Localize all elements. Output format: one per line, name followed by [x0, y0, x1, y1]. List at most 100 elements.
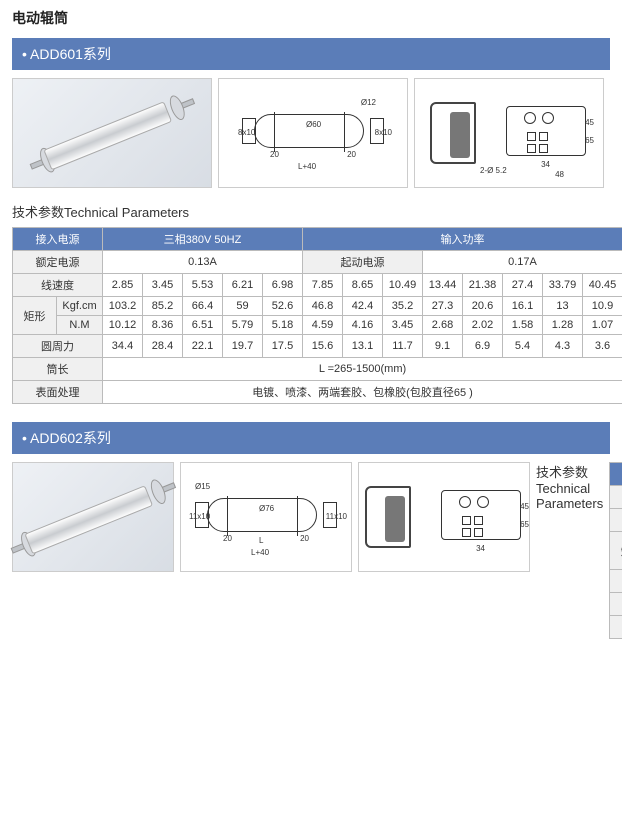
val-rated-a: 0.13A [103, 251, 303, 274]
lbl-surface: 表面处理 [13, 381, 103, 404]
hdr-power-in: 接入电源 [610, 463, 622, 486]
cell: 21.38 [463, 274, 503, 297]
cell: 85.2 [143, 297, 183, 316]
dim-d60: Ø60 [306, 120, 321, 129]
cell: 13 [543, 297, 583, 316]
lbl-torque: 矩形 [610, 532, 622, 570]
table-row: 圆周力 34.4 28.4 22.1 19.7 17.5 15.6 13.1 1… [13, 335, 622, 358]
dim-l40: L+40 [251, 548, 269, 557]
hdr-power-in: 接入电源 [13, 228, 103, 251]
series-header-add601: • ADD601系列 [12, 38, 610, 70]
lbl-rated: 额定电源 [610, 486, 622, 509]
dim-d15: Ø15 [195, 482, 210, 491]
lbl-speed: 线速度 [610, 509, 622, 532]
dim-side-r: 8x10 [375, 128, 392, 137]
lbl-length: 筒长 [610, 593, 622, 616]
cell: 15.6 [303, 335, 343, 358]
dim-20-l: 20 [223, 534, 232, 543]
series-header-add602: • ADD602系列 [12, 422, 610, 454]
hdr-380v: 三相380V 50HZ [103, 228, 303, 251]
dim-20-r: 20 [347, 150, 356, 159]
cell: 4.3 [543, 335, 583, 358]
image-row: 8x10 8x10 20 20 L+40 Ø12 Ø60 45 65 34 48… [12, 78, 610, 188]
dim-side-l: 11x10 [189, 512, 210, 521]
val-surface: 电镀、喷漆、两端套胶、包橡胶(包胶直径65 ) [103, 381, 622, 404]
cell: 20.6 [463, 297, 503, 316]
cell: 33.79 [543, 274, 583, 297]
cell: 34.4 [103, 335, 143, 358]
table-row: 接入电源 三相380V 50HZ 输入功率 [610, 463, 622, 486]
cell: 3.6 [583, 335, 622, 358]
schematic-side: 11x10 11x10 20 20 L L+40 Ø15 Ø76 [180, 462, 352, 572]
cell: 42.4 [343, 297, 383, 316]
cell: 9.1 [423, 335, 463, 358]
lbl-start: 起动电源 [303, 251, 423, 274]
dim-hole: 2-Ø 5.2 [480, 166, 507, 175]
cell: 4.16 [343, 316, 383, 335]
cell: 40.45 [583, 274, 622, 297]
cell: 59 [223, 297, 263, 316]
cell: 1.07 [583, 316, 622, 335]
table-row: 表面处理 电镀、喷漆、两端套胶、包橡胶(包胶直径65 ) [13, 381, 622, 404]
table-row: 表面处理 电镀、喷漆、两端套胶、包橡胶(包胶直径82 ) [610, 616, 622, 639]
cell: 3.45 [143, 274, 183, 297]
table-row: N.M 10.12 8.36 6.51 5.79 5.18 4.59 4.16 … [13, 316, 622, 335]
cell: 6.51 [183, 316, 223, 335]
lbl-surface: 表面处理 [610, 616, 622, 639]
tech-param-title: 技术参数Technical Parameters [536, 462, 603, 651]
hdr-input-power: 输入功率 [303, 228, 622, 251]
cell: 10.12 [103, 316, 143, 335]
spec-table-add602: 接入电源 三相380V 50HZ 输入功率 额定电源 0.35A 起动电源 1.… [609, 462, 622, 639]
cell: 6.21 [223, 274, 263, 297]
image-row: 11x10 11x10 20 20 L L+40 Ø15 Ø76 45 65 3… [12, 462, 610, 657]
cell: 17.5 [263, 335, 303, 358]
lbl-speed: 线速度 [13, 274, 103, 297]
dim-side-r: 11x10 [326, 512, 347, 521]
cell: 52.6 [263, 297, 303, 316]
cell: 2.02 [463, 316, 503, 335]
table-row: 筒长 L =275-1500(mm) [610, 593, 622, 616]
table-row: 圆周力 76.1 52.7 38.6 39.8 35.6 31.8 38.4 2… [610, 570, 622, 593]
table-row: 筒长 L =265-1500(mm) [13, 358, 622, 381]
dim-20-l: 20 [270, 150, 279, 159]
dim-48: 48 [555, 170, 564, 179]
cell: 7.85 [303, 274, 343, 297]
dim-d12: Ø12 [361, 98, 376, 107]
cell: 35.2 [383, 297, 423, 316]
cell: 27.3 [423, 297, 463, 316]
dim-l: L [259, 536, 263, 545]
cell: 6.9 [463, 335, 503, 358]
dim-45: 45 [585, 118, 594, 127]
cell: 1.28 [543, 316, 583, 335]
dim-side-l: 8x10 [238, 128, 255, 137]
lbl-kgfcm: Kgf.cm [57, 297, 103, 316]
table-row: 线速度 2.89 4.18 5.71 6.92 7.74 8.66 9.70 1… [610, 509, 622, 532]
table-row: 接入电源 三相380V 50HZ 输入功率 [13, 228, 622, 251]
cell: 10.49 [383, 274, 423, 297]
lbl-torque: 矩形 [13, 297, 57, 335]
cell: 4.59 [303, 316, 343, 335]
lbl-rated: 额定电源 [13, 251, 103, 274]
cell: 1.58 [503, 316, 543, 335]
lbl-circ: 圆周力 [13, 335, 103, 358]
cell: 10.9 [583, 297, 622, 316]
cell: 46.8 [303, 297, 343, 316]
product-photo [12, 78, 212, 188]
cell: 5.53 [183, 274, 223, 297]
dim-20-r: 20 [300, 534, 309, 543]
cell: 2.85 [103, 274, 143, 297]
cell: 3.45 [383, 316, 423, 335]
cell: 5.4 [503, 335, 543, 358]
dim-34: 34 [476, 544, 485, 553]
dim-d76: Ø76 [259, 504, 274, 513]
cell: 28.4 [143, 335, 183, 358]
lbl-length: 筒长 [13, 358, 103, 381]
dim-34: 34 [541, 160, 550, 169]
cell: 16.1 [503, 297, 543, 316]
table-row: 矩形 Kgf.cm 103.2 85.2 66.4 59 52.6 46.8 4… [13, 297, 622, 316]
schematic-side: 8x10 8x10 20 20 L+40 Ø12 Ø60 [218, 78, 408, 188]
cell: 8.36 [143, 316, 183, 335]
val-rated-b: 0.17A [423, 251, 622, 274]
table-row: 线速度 2.85 3.45 5.53 6.21 6.98 7.85 8.65 1… [13, 274, 622, 297]
lbl-nm: N.M [57, 316, 103, 335]
